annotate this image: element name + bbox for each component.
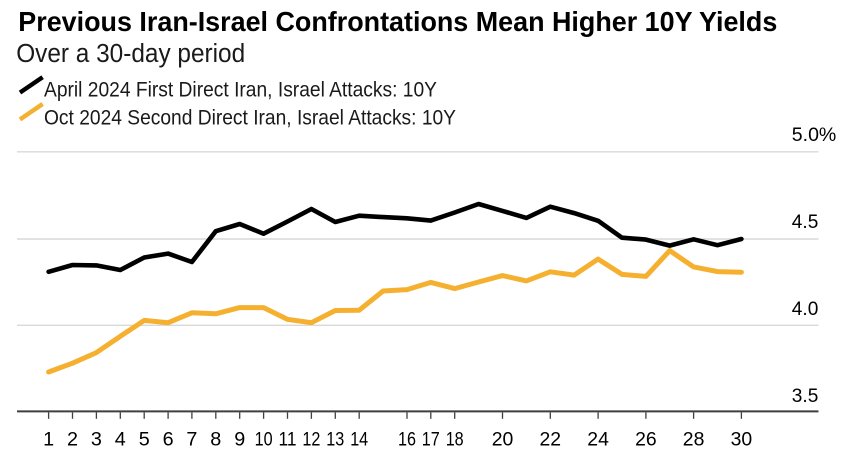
svg-text:18: 18 bbox=[446, 428, 464, 450]
svg-text:5.0%: 5.0% bbox=[792, 124, 837, 146]
svg-text:2: 2 bbox=[67, 428, 78, 450]
svg-text:1: 1 bbox=[43, 428, 54, 450]
svg-text:Previous Iran-Israel Confronta: Previous Iran-Israel Confrontations Mean… bbox=[18, 6, 777, 37]
svg-text:April 2024 First Direct Iran,: April 2024 First Direct Iran, Israel Att… bbox=[44, 78, 437, 102]
svg-text:4.5: 4.5 bbox=[792, 211, 819, 233]
svg-text:22: 22 bbox=[540, 428, 562, 450]
svg-text:11: 11 bbox=[279, 428, 297, 450]
svg-text:24: 24 bbox=[587, 428, 609, 450]
svg-text:13: 13 bbox=[326, 428, 344, 450]
svg-text:3: 3 bbox=[91, 428, 102, 450]
svg-text:7: 7 bbox=[186, 428, 197, 450]
svg-text:6: 6 bbox=[163, 428, 174, 450]
svg-text:14: 14 bbox=[350, 428, 368, 450]
svg-text:9: 9 bbox=[234, 428, 245, 450]
svg-text:Over a 30-day period: Over a 30-day period bbox=[16, 40, 245, 68]
svg-text:Oct 2024 Second Direct Iran, I: Oct 2024 Second Direct Iran, Israel Atta… bbox=[44, 106, 456, 130]
svg-text:16: 16 bbox=[398, 428, 416, 450]
svg-text:5: 5 bbox=[139, 428, 150, 450]
svg-text:30: 30 bbox=[731, 428, 753, 450]
svg-text:4: 4 bbox=[115, 428, 126, 450]
svg-text:10: 10 bbox=[255, 428, 273, 450]
svg-text:28: 28 bbox=[683, 428, 705, 450]
svg-text:26: 26 bbox=[635, 428, 657, 450]
svg-text:17: 17 bbox=[422, 428, 440, 450]
svg-text:3.5: 3.5 bbox=[792, 385, 819, 407]
svg-text:4.0: 4.0 bbox=[792, 298, 819, 320]
svg-text:12: 12 bbox=[302, 428, 320, 450]
svg-text:8: 8 bbox=[210, 428, 221, 450]
svg-text:20: 20 bbox=[492, 428, 514, 450]
